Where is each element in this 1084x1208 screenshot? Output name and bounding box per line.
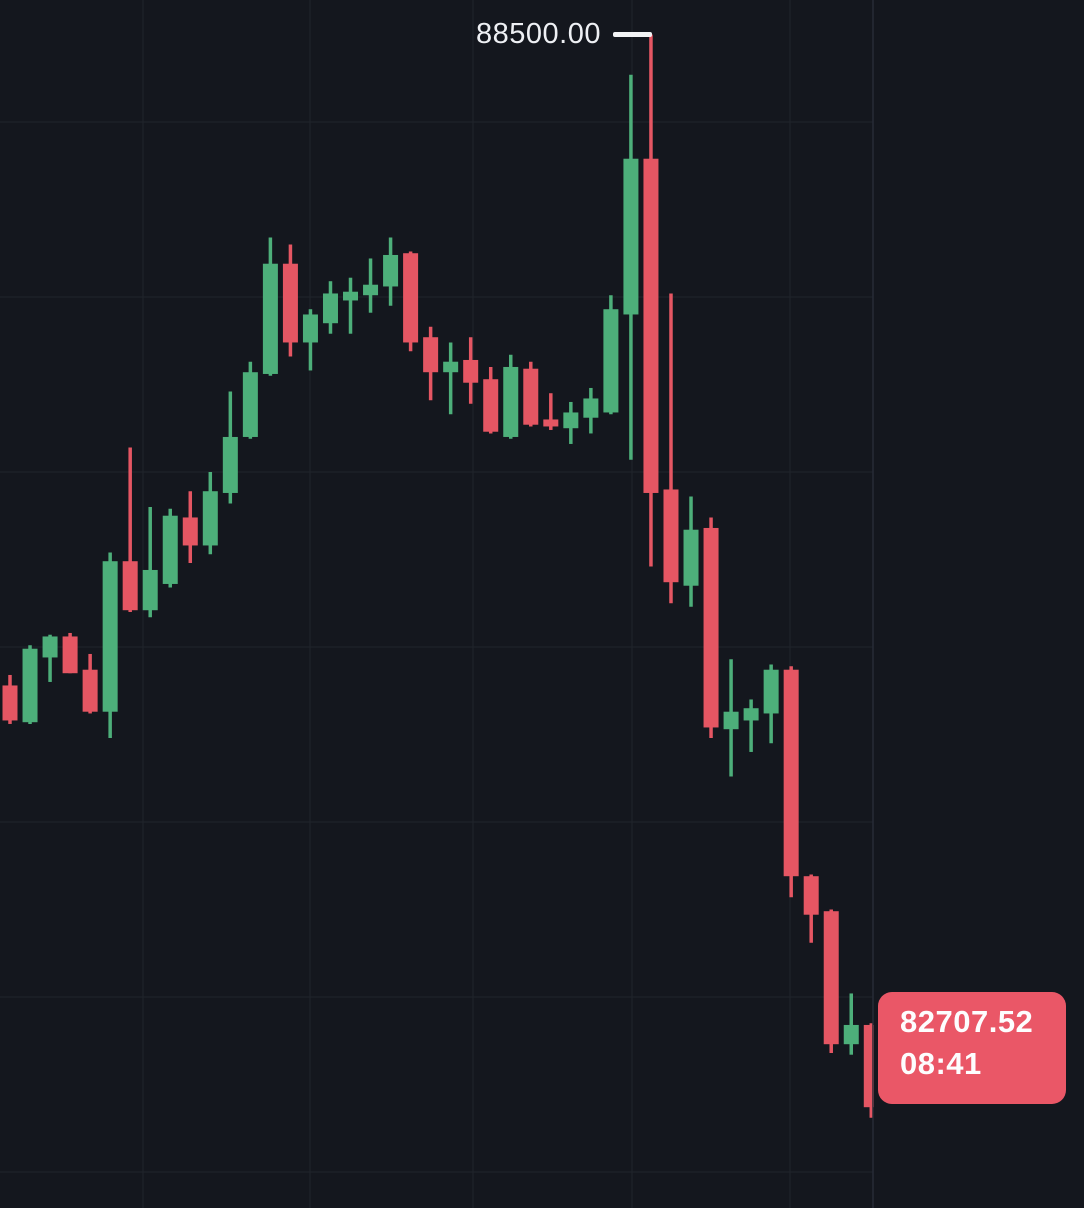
candle-body: [503, 366, 519, 437]
candles-layer: [2, 34, 874, 1118]
candle-body: [322, 293, 338, 324]
candle-body: [743, 708, 759, 721]
last-price-badge[interactable]: 82707.52 08:41: [878, 992, 1066, 1105]
last-price-value: 82707.52: [900, 1004, 1034, 1040]
candle-body: [663, 489, 679, 583]
candle-body: [162, 515, 178, 584]
candle-body: [623, 158, 639, 315]
candle-body: [423, 337, 439, 373]
candle-body: [403, 253, 419, 343]
alert-dash-line: [613, 31, 652, 37]
candle-body: [863, 1024, 874, 1108]
price-alert-marker[interactable]: 88500.00: [476, 17, 652, 51]
candle-body: [523, 368, 539, 425]
candle-body: [343, 291, 359, 301]
candle-body: [182, 517, 198, 546]
alert-price-label: 88500.00: [476, 18, 601, 51]
candle-body: [783, 669, 799, 877]
candle-body: [823, 911, 839, 1045]
candle-body: [82, 669, 98, 712]
candle-body: [363, 284, 379, 296]
candle-body: [2, 685, 18, 721]
candle-body: [222, 436, 238, 493]
candle-body: [42, 636, 58, 658]
candle-body: [643, 158, 659, 493]
candle-body: [62, 636, 78, 674]
candle-body: [383, 254, 399, 287]
candle-body: [102, 561, 118, 712]
candle-body: [763, 669, 779, 714]
candle-body: [703, 527, 719, 728]
candle-body: [242, 372, 258, 437]
candle-body: [282, 263, 298, 343]
candle-body: [483, 379, 499, 432]
candle-body: [463, 359, 479, 383]
candle-body: [122, 561, 138, 611]
candle-body: [803, 876, 819, 915]
candle-body: [22, 648, 38, 723]
candle-body: [603, 309, 619, 413]
candle-body: [302, 314, 318, 343]
candle-body: [202, 491, 218, 546]
candle-body: [543, 419, 559, 427]
candle-body: [723, 711, 739, 730]
candle-body: [583, 398, 599, 418]
candle-body: [563, 412, 579, 429]
candle-body: [683, 529, 699, 586]
candle-body: [262, 263, 278, 374]
last-price-time: 08:41: [900, 1046, 982, 1082]
candle-body: [142, 569, 158, 611]
candle-body: [443, 361, 459, 373]
candle-body: [843, 1024, 859, 1045]
